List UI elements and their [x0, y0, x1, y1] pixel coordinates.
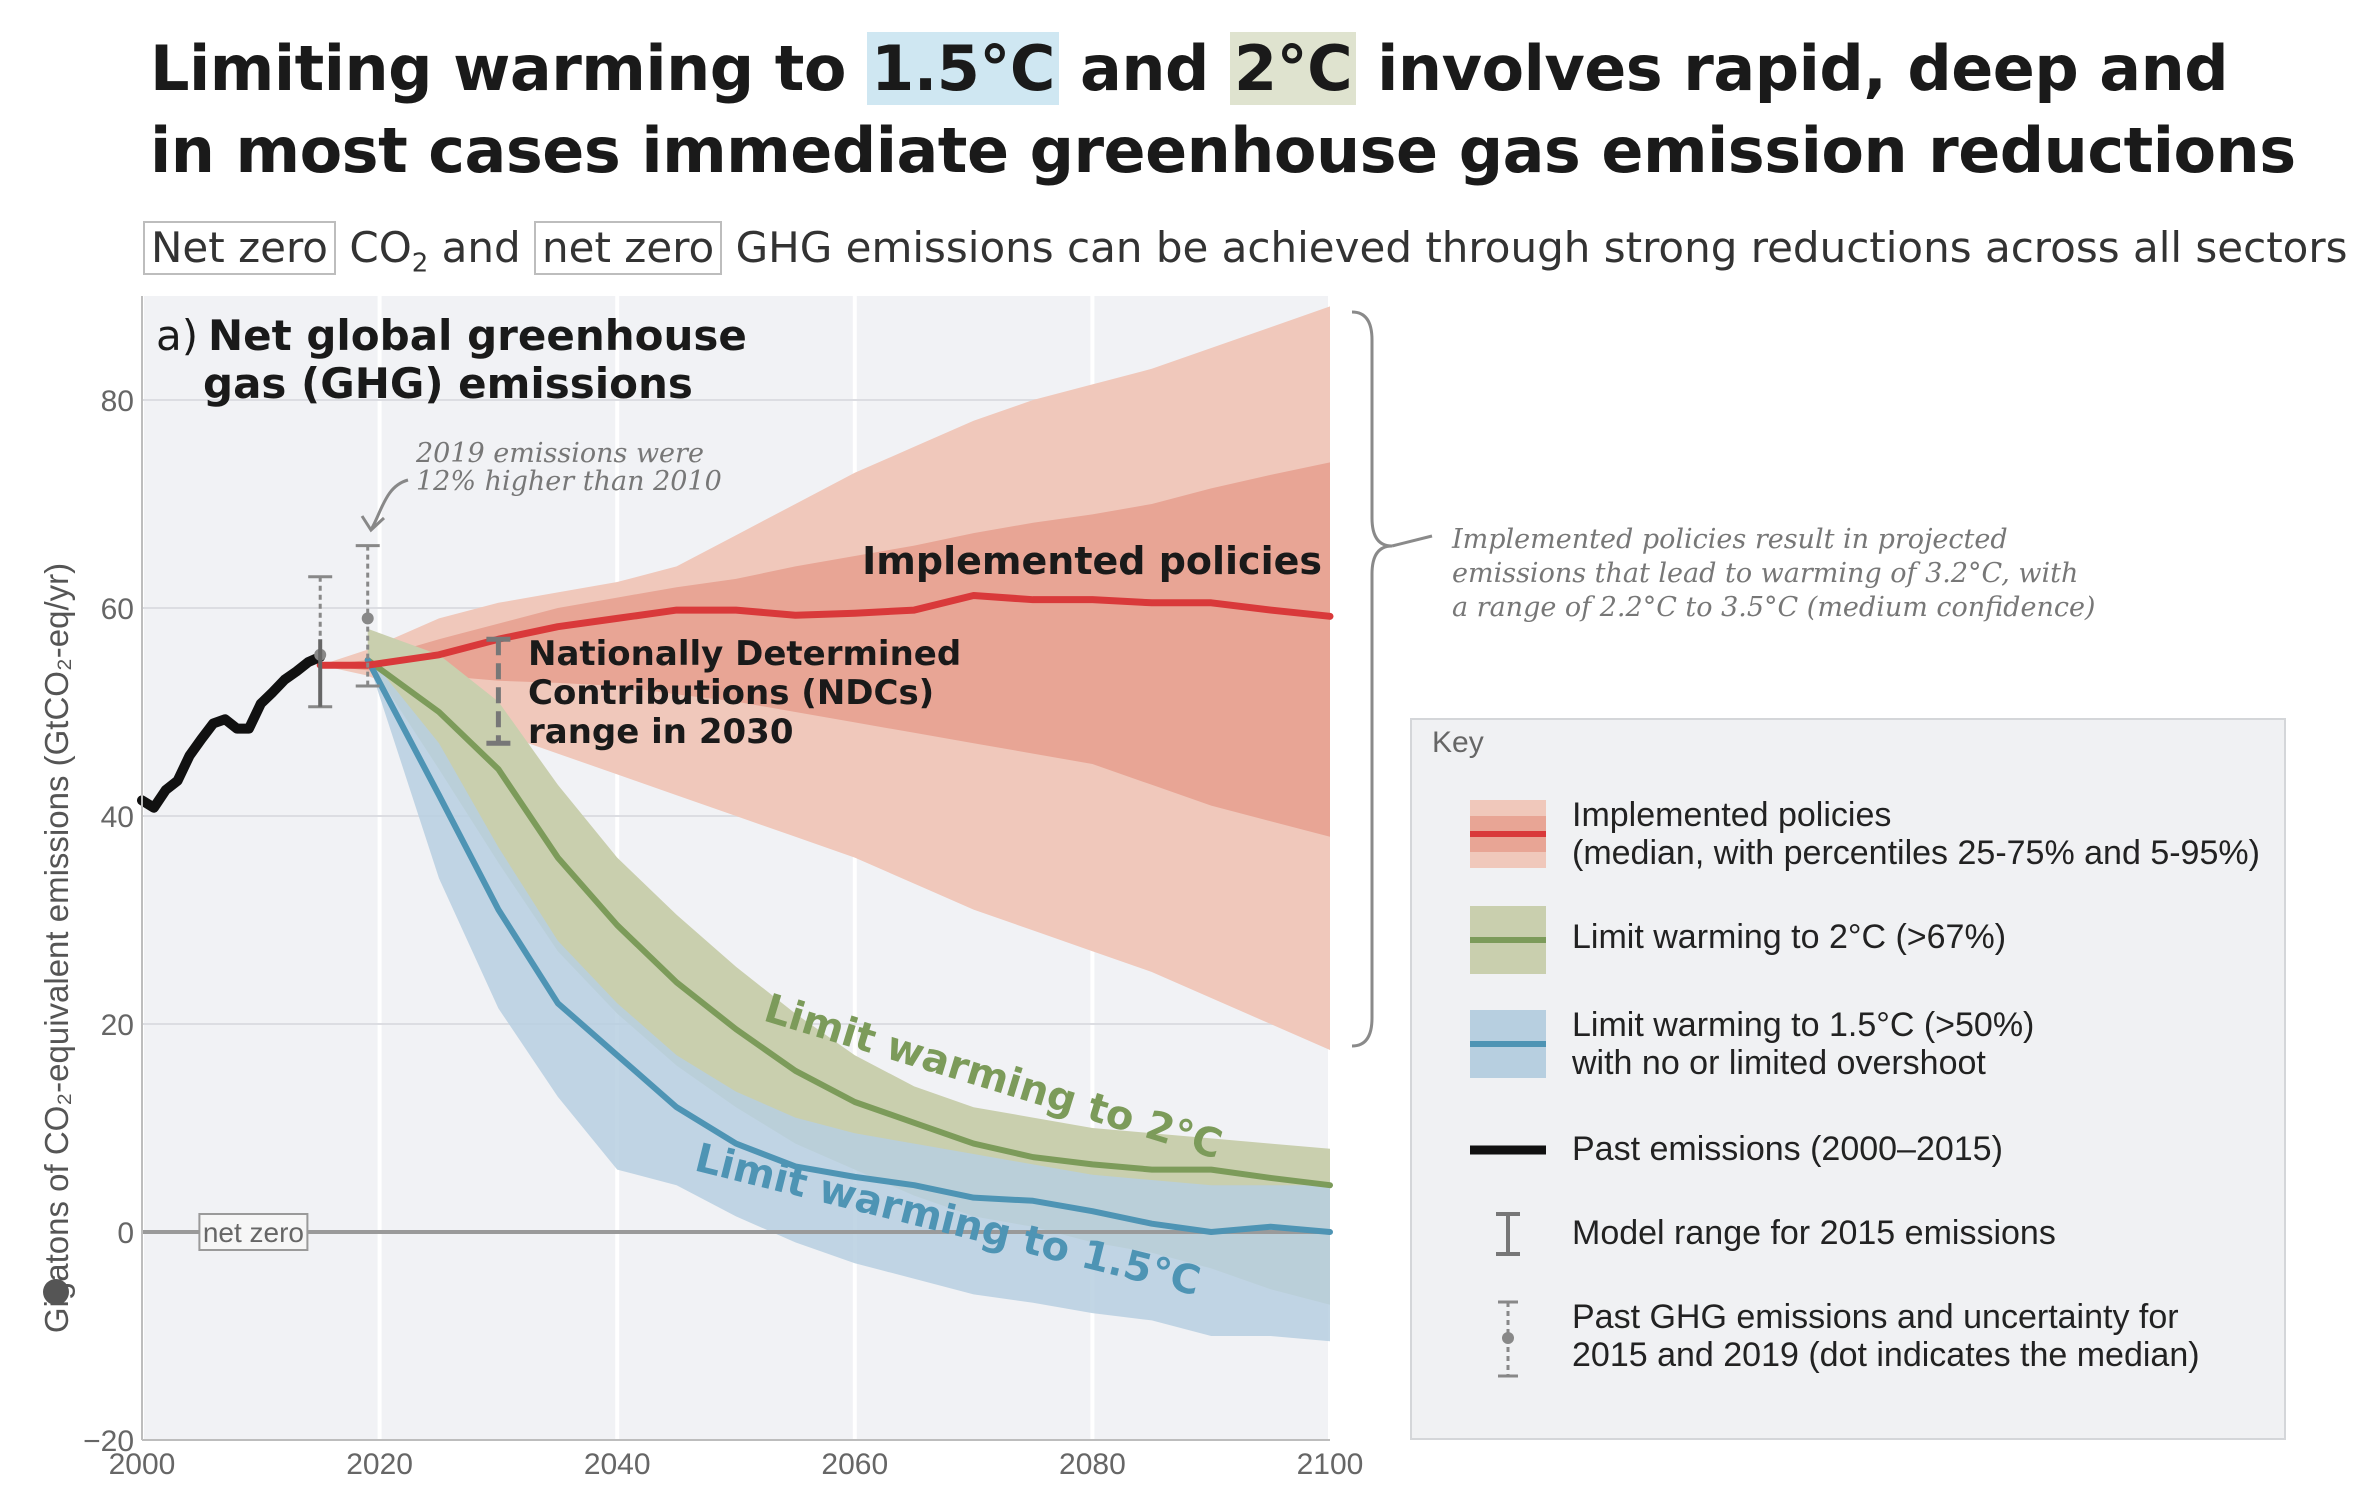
model-range-icon [1496, 1212, 1520, 1256]
title-text-a: Limiting warming to [150, 32, 868, 105]
swatch-limit-2c [1470, 906, 1546, 974]
x-tick-label: 2040 [584, 1448, 651, 1481]
y-axis-bullet-icon [43, 1279, 69, 1305]
subtitle-co2: CO [349, 223, 412, 272]
y-tick-label: 20 [101, 1009, 134, 1042]
x-tick-label: 2100 [1297, 1448, 1364, 1481]
net-zero-label-box [198, 1213, 309, 1251]
panel-title-line-1: Net global greenhouse [208, 311, 747, 360]
limit-2c-median-line [364, 657, 1333, 1189]
emissions-note-arrow [370, 478, 409, 529]
limit-2c-band [367, 628, 1331, 1305]
key-label-model-range: Model range for 2015 emissions [1572, 1214, 2056, 1252]
net-zero-label: net zero [203, 1217, 304, 1248]
ndc-label-line-3: range in 2030 [528, 712, 793, 752]
key-label-implemented: Implemented policies (median, with perce… [1572, 796, 2260, 872]
net-zero-box-2: net zero [534, 221, 723, 275]
key-label-limit-1-5c: Limit warming to 1.5°C (>50%) with no or… [1572, 1006, 2035, 1082]
y-tick-label: −20 [83, 1425, 134, 1458]
net-zero-box-1: Net zero [143, 221, 337, 275]
past-emissions-line [137, 651, 326, 813]
brace-note-line-2: emissions that lead to warming of 3.2°C,… [1452, 558, 2078, 589]
y-tick-label: 60 [101, 593, 134, 626]
limit-1-5c-median-line [364, 657, 1333, 1235]
title-text-b: and [1058, 32, 1230, 105]
panel-title-line-2: gas (GHG) emissions [203, 359, 693, 408]
subtitle-and: and [428, 223, 535, 272]
swatch-implemented-policies [1470, 800, 1546, 868]
figure-title: Limiting warming to 1.5°C and 2°C involv… [150, 28, 2300, 192]
brace-annotation: Implemented policies result in projected… [1351, 310, 2095, 1048]
y-axis-label: Gigatons of CO₂-equivalent emissions (Gt… [38, 563, 75, 1333]
y-tick-label: 40 [101, 801, 134, 834]
title-line-1: Limiting warming to 1.5°C and 2°C involv… [150, 28, 2300, 110]
subtitle-rest: GHG emissions can be achieved through st… [722, 223, 2348, 272]
implemented-label: Implemented policies [862, 539, 1322, 583]
ndc-label-line-1: Nationally Determined [528, 634, 961, 674]
key-swatches [1470, 800, 1546, 1378]
emissions-note-line-1: 2019 emissions were [415, 438, 704, 469]
y-tick-label: 0 [117, 1217, 134, 1250]
figure-subtitle: Net zero CO2 and net zero GHG emissions … [143, 220, 2348, 291]
projection-brace [1351, 310, 1393, 1048]
title-text-c: involves rapid, deep and [1356, 32, 2229, 105]
emissions-note-line-2: 12% higher than 2010 [416, 466, 722, 497]
x-tick-label: 2020 [346, 1448, 413, 1481]
brace-note-line-3: a range of 2.2°C to 3.5°C (medium confid… [1452, 592, 2095, 623]
x-tick-label: 2000 [109, 1448, 176, 1481]
y-tick-label: 80 [101, 385, 134, 418]
ndc-label-line-2: Contributions (NDCs) [528, 673, 934, 713]
brace-pointer [1391, 534, 1433, 548]
panel-label: a) [156, 311, 198, 360]
title-highlight-2: 2°C [1229, 32, 1357, 105]
limit-1-5c-band [367, 654, 1331, 1342]
implemented-median-line [316, 592, 1334, 669]
legend-key: Key Implemented policies (m [1410, 718, 2286, 1440]
x-tick-label: 2060 [821, 1448, 888, 1481]
key-label-uncertainty: Past GHG emissions and uncertainty for 2… [1572, 1298, 2200, 1374]
subtitle-co2-subscript: 2 [411, 248, 429, 279]
title-highlight-1-5: 1.5°C [867, 32, 1059, 105]
implemented-band-25-75 [320, 462, 1330, 837]
key-label-limit-2c: Limit warming to 2°C (>67%) [1572, 918, 2007, 956]
emissions-note-arrowhead [360, 515, 386, 533]
x-tick-label: 2080 [1059, 1448, 1126, 1481]
uncertainty-median-dot [361, 612, 374, 625]
key-label-past: Past emissions (2000–2015) [1572, 1130, 2003, 1168]
brace-note-line-1: Implemented policies result in projected [1451, 524, 2008, 555]
uncertainty-icon [1498, 1300, 1518, 1378]
swatch-limit-1-5c [1470, 1010, 1546, 1078]
key-title: Key [1432, 726, 1484, 759]
title-line-2: in most cases immediate greenhouse gas e… [150, 114, 2296, 187]
